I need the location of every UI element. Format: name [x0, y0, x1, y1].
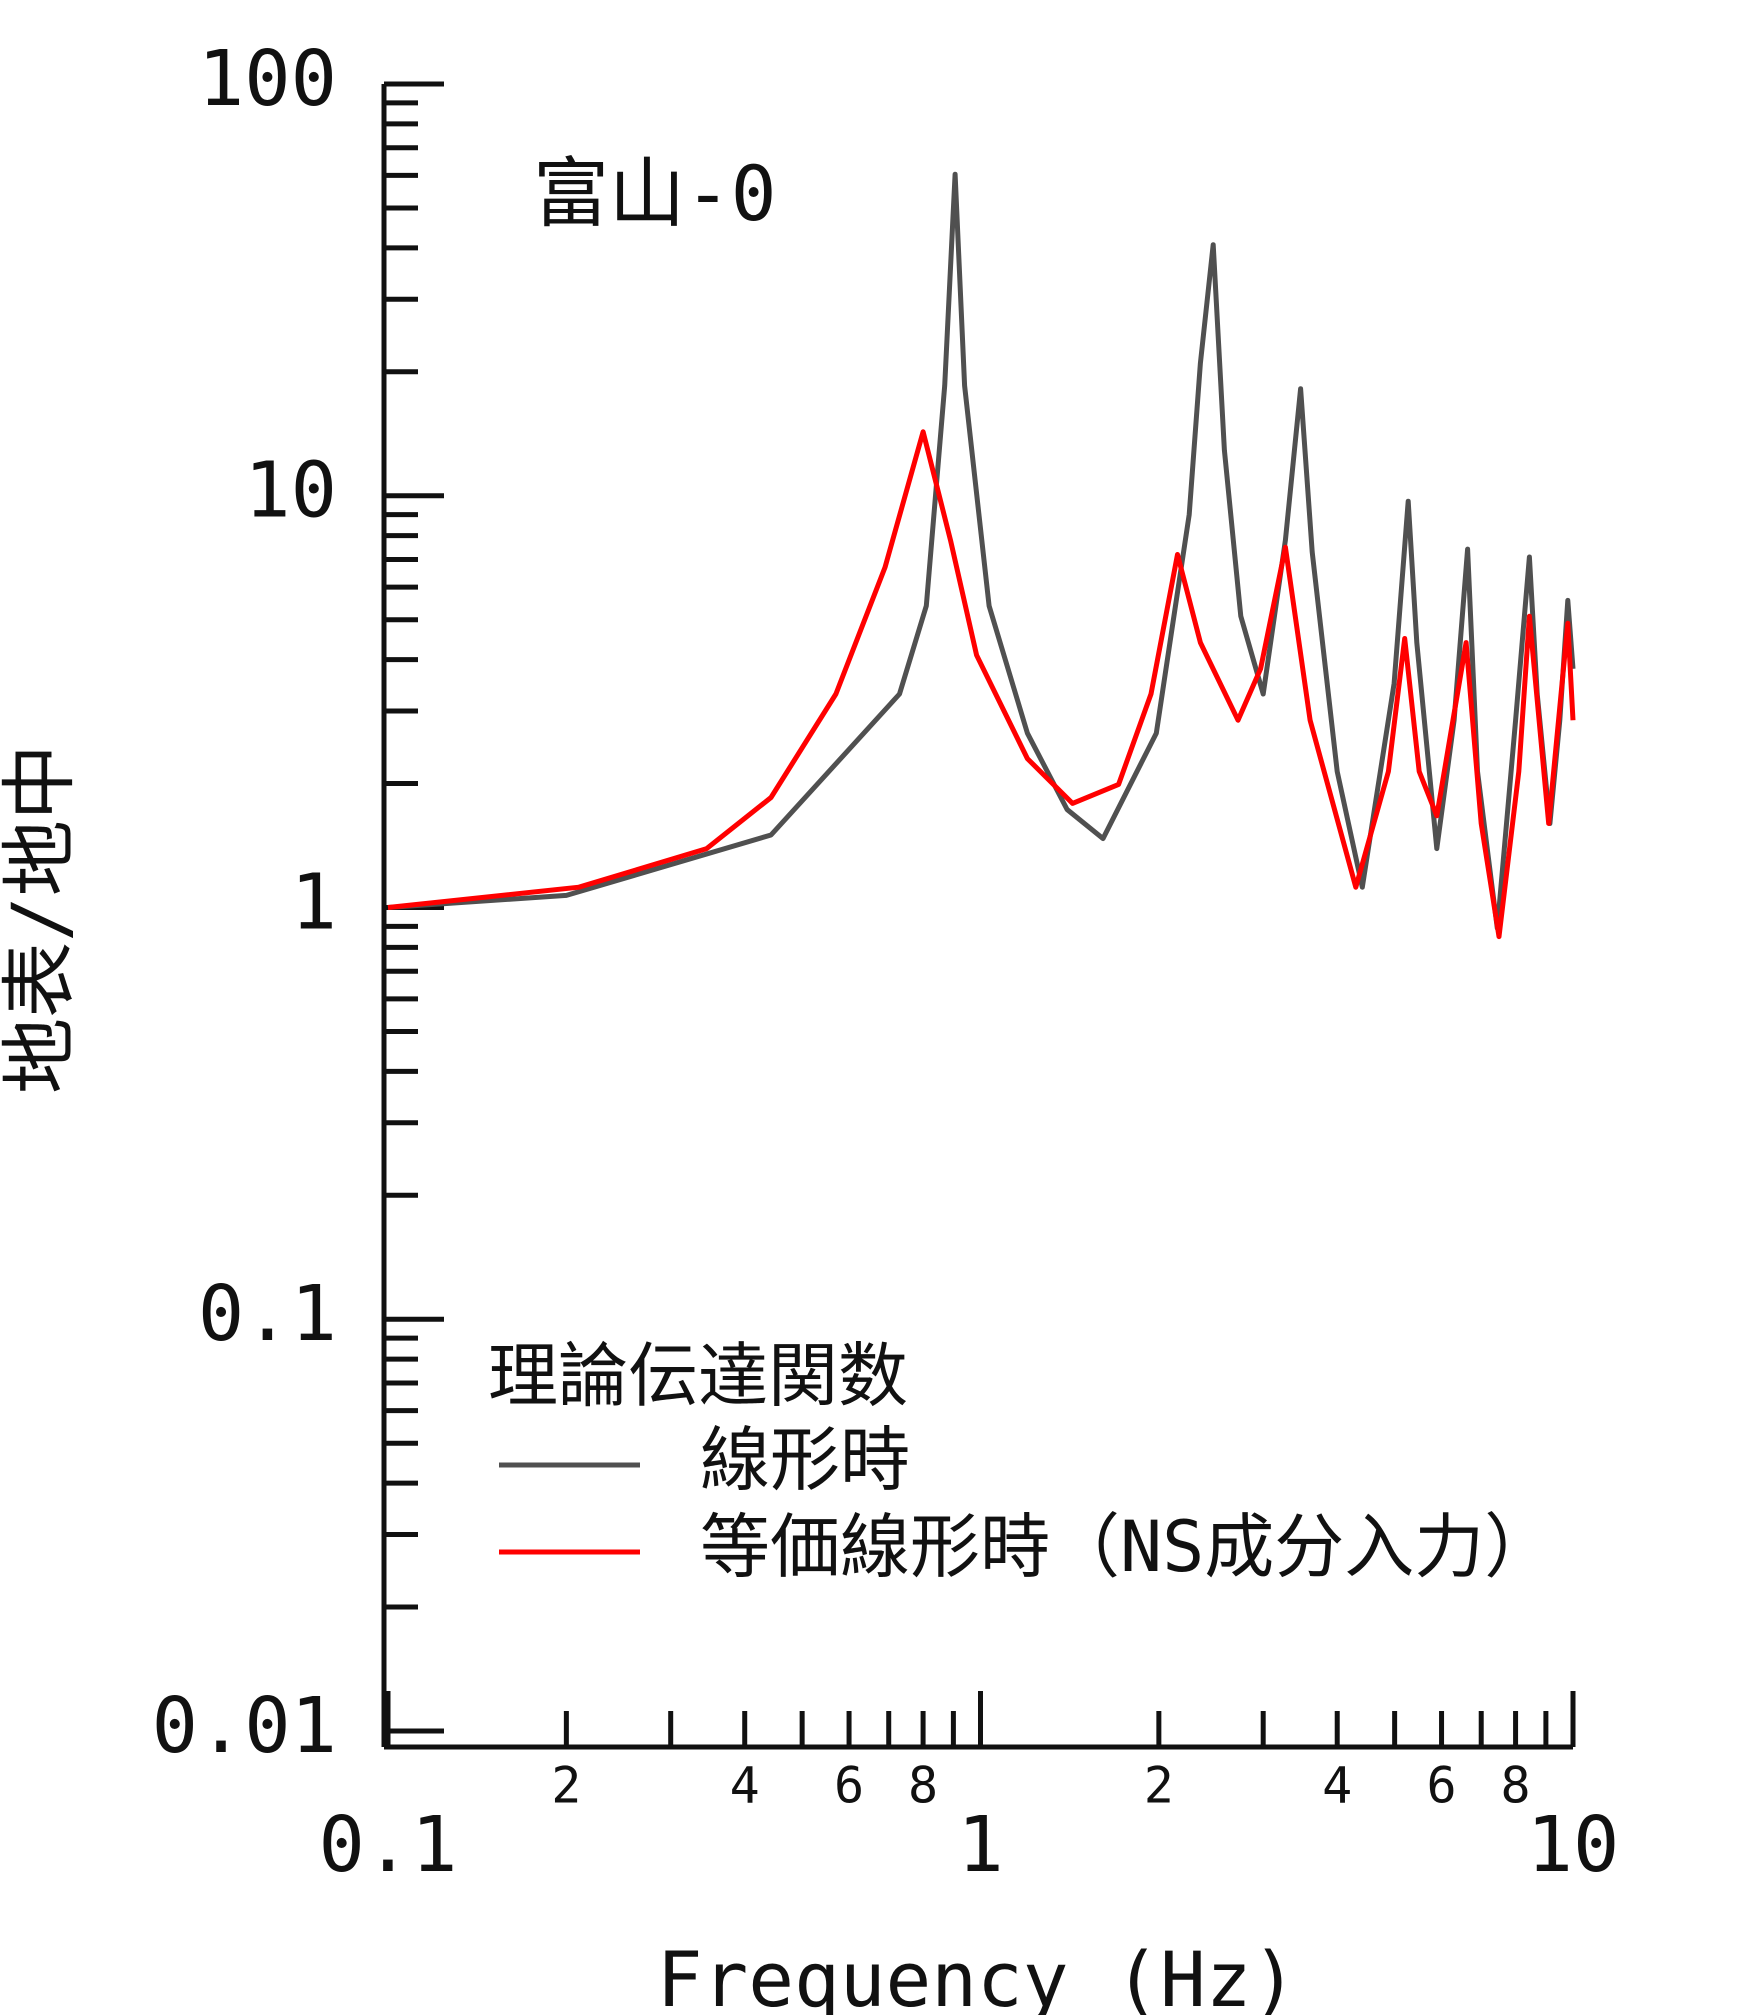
- annotation: 富山-0: [533, 149, 777, 238]
- x-tick-label: 4: [730, 1757, 760, 1815]
- x-tick-label: 6: [834, 1757, 864, 1815]
- x-tick-label: 0.1: [318, 1801, 457, 1890]
- x-axis-label: Frequency (Hz): [657, 1935, 1298, 2015]
- x-tick-label: 4: [1322, 1757, 1352, 1815]
- legend-label: 線形時: [700, 1419, 910, 1501]
- x-tick-label: 8: [1501, 1757, 1531, 1815]
- x-tick-label: 8: [908, 1757, 938, 1815]
- series-line: [387, 429, 1576, 940]
- y-tick-label: 1: [291, 858, 337, 947]
- y-tick-label: 0.1: [198, 1270, 337, 1359]
- y-axis-label: 地表/地中: [0, 744, 84, 1094]
- x-tick-label: 10: [1527, 1801, 1620, 1890]
- y-tick-label: 0.01: [152, 1682, 337, 1771]
- legend-label: 等価線形時（NS成分入力）: [700, 1506, 1554, 1588]
- series-line: [387, 171, 1576, 931]
- legend-title: 理論伝達関数: [488, 1335, 908, 1417]
- x-tick-label: 6: [1426, 1757, 1456, 1815]
- x-tick-label: 2: [1144, 1757, 1174, 1815]
- x-tick-label: 2: [551, 1757, 581, 1815]
- y-tick-label: 100: [198, 35, 337, 124]
- y-tick-label: 10: [244, 447, 337, 536]
- x-tick-label: 1: [957, 1801, 1003, 1890]
